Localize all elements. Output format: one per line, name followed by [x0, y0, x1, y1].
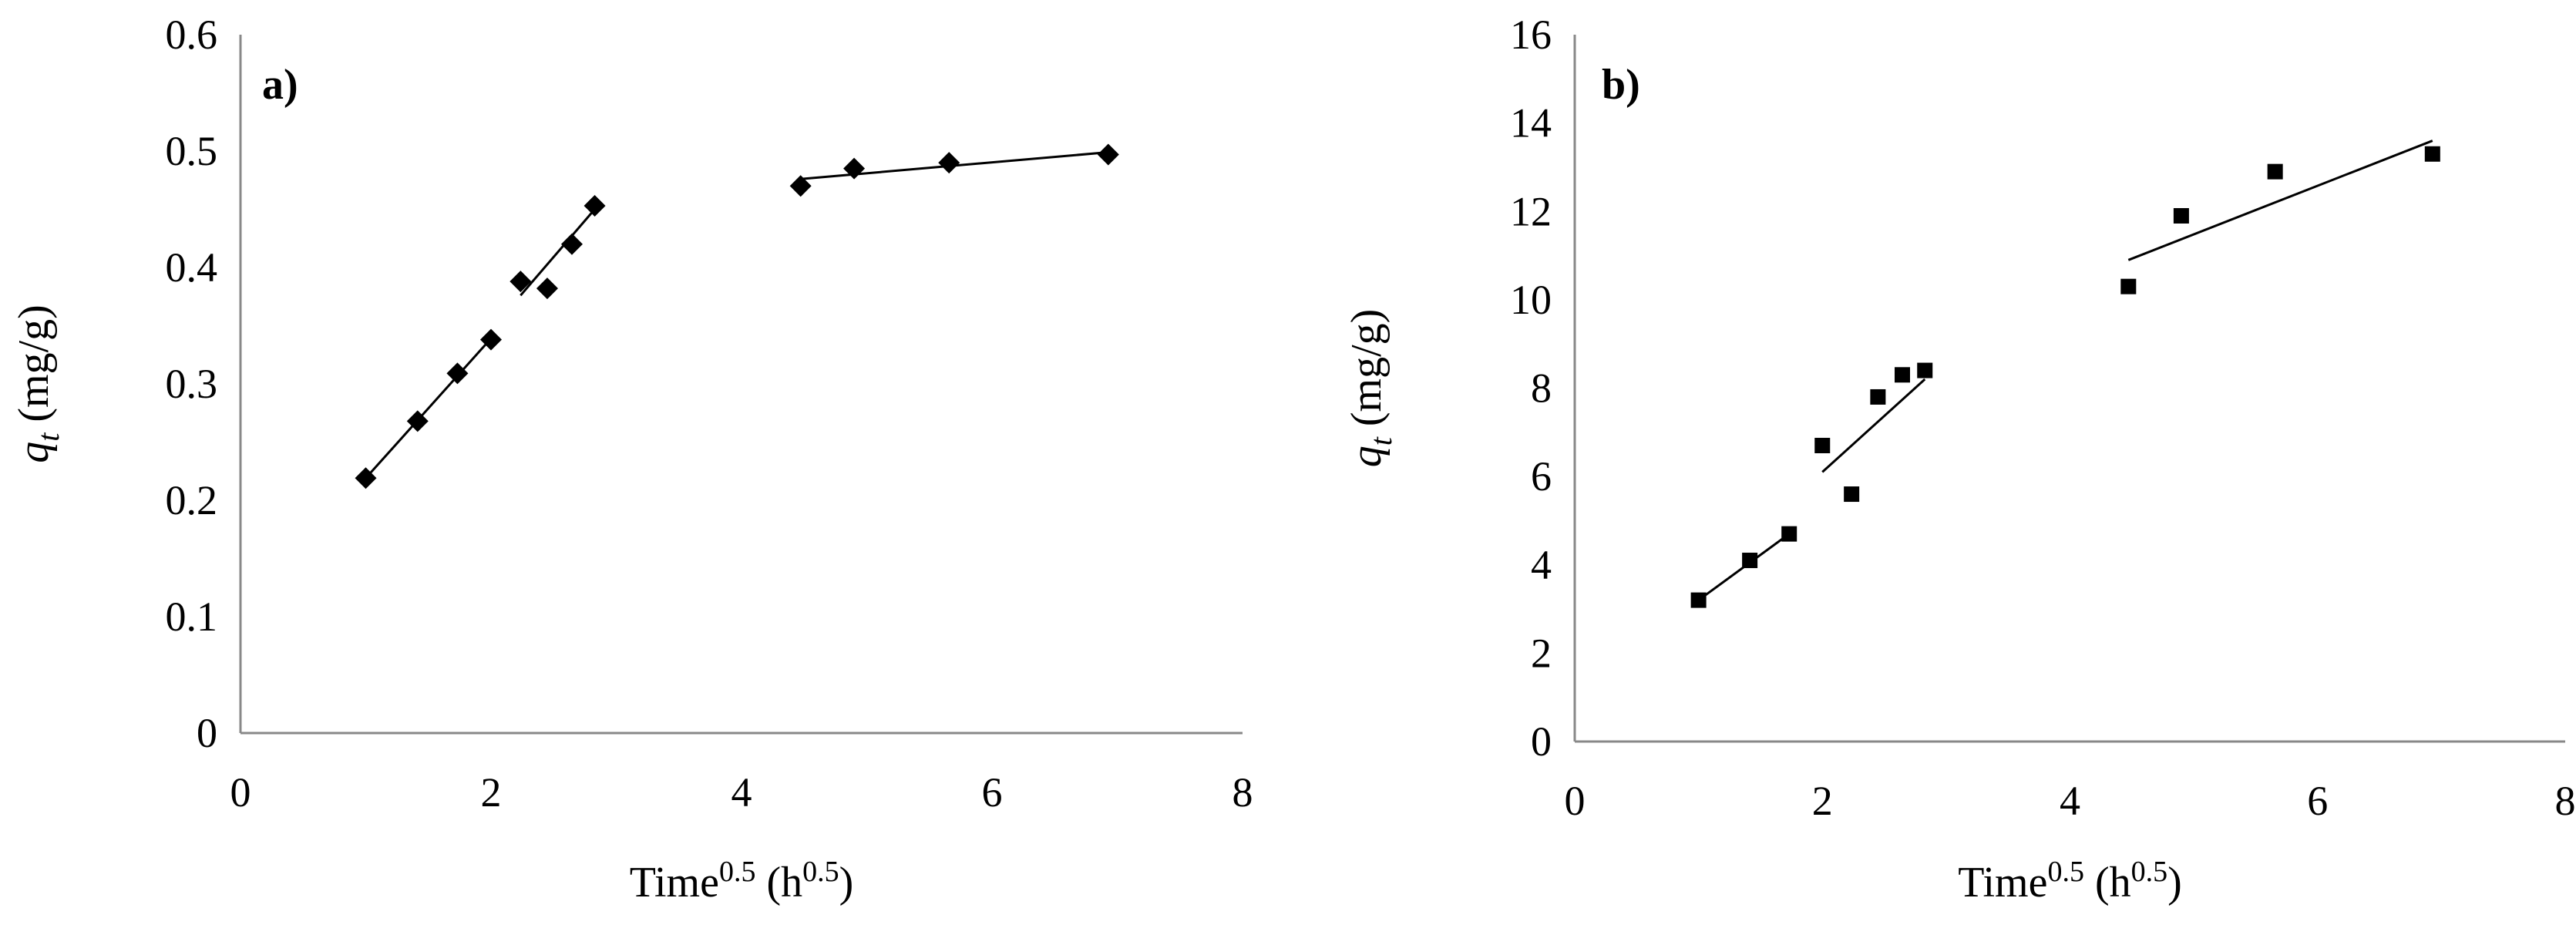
- y-tick-label: 0.5: [166, 128, 218, 174]
- trendline-2: [520, 208, 596, 297]
- trendline-3: [2127, 140, 2433, 261]
- x-tick-label: 0: [1565, 778, 1586, 824]
- data-point-diamond: [406, 410, 429, 432]
- data-point-square: [1742, 553, 1758, 569]
- x-axis-label: Time0.5 (h0.5): [1958, 856, 2182, 906]
- chart-panel-a: 0 0.1 0.2 0.3 0.4 0.5 0.6 0 2 4 6 8 Time0.5 (h0.5) qt…: [0, 0, 1288, 931]
- x-tick-label: 4: [731, 769, 752, 816]
- data-point-square: [1814, 438, 1831, 454]
- data-point-diamond: [536, 277, 558, 300]
- data-point-square: [1844, 486, 1860, 503]
- y-tick-label: 10: [1510, 277, 1552, 323]
- data-point-diamond: [446, 362, 469, 385]
- data-point-diamond: [560, 233, 583, 255]
- data-point-square: [1781, 526, 1797, 542]
- trendline-2: [1821, 378, 1926, 473]
- x-tick-label: 6: [2307, 778, 2328, 824]
- trendline-1: [365, 338, 493, 479]
- data-point-square: [2267, 163, 2283, 180]
- data-point-square: [2424, 146, 2440, 162]
- y-tick-label: 14: [1510, 100, 1552, 146]
- x-axis-label: Time0.5 (h0.5): [630, 856, 854, 906]
- data-point-square: [1917, 362, 1933, 378]
- y-tick-label: 0.1: [166, 594, 218, 640]
- y-tick-label: 0.6: [166, 12, 218, 58]
- y-axis-label: qt (mg/g): [1343, 309, 1398, 468]
- data-point-diamond: [583, 194, 606, 217]
- data-point-square: [1870, 388, 1886, 405]
- data-point-diamond: [1097, 143, 1119, 166]
- data-point-diamond: [938, 152, 960, 174]
- x-tick-label: 2: [1812, 778, 1833, 824]
- y-tick-label: 8: [1531, 365, 1552, 412]
- y-tick-label: 0.3: [166, 361, 218, 407]
- y-tick-label: 16: [1510, 12, 1552, 58]
- chart-a-svg: 0 0.1 0.2 0.3 0.4 0.5 0.6 0 2 4 6 8 Time0.5 (h0.5) qt…: [10, 12, 1253, 906]
- y-tick-label: 0: [197, 710, 217, 756]
- data-point-square: [2173, 207, 2189, 224]
- data-point-diamond: [789, 175, 812, 197]
- x-tick-label: 6: [982, 769, 1003, 816]
- data-point-diamond: [843, 157, 866, 180]
- data-point-diamond: [355, 467, 377, 489]
- y-tick-label: 4: [1531, 542, 1552, 588]
- x-tick-label: 0: [230, 769, 251, 816]
- y-axis-label: qt (mg/g): [10, 304, 66, 463]
- y-tick-label: 0.2: [166, 477, 218, 523]
- chart-panel-b: 0 2 4 6 8 10 12 14 16 0 2 4 6 8 Time0.5 (h0.5) qt (mg/g…: [1288, 0, 2576, 931]
- data-point-diamond: [509, 271, 532, 293]
- data-point-diamond: [480, 328, 502, 351]
- panel-label: b): [1602, 61, 1640, 109]
- data-point-square: [2120, 278, 2137, 294]
- y-tick-label: 2: [1531, 630, 1552, 676]
- y-tick-label: 0: [1531, 718, 1552, 765]
- x-tick-label: 4: [2060, 778, 2080, 824]
- y-tick-label: 12: [1510, 188, 1552, 234]
- chart-b-svg: 0 2 4 6 8 10 12 14 16 0 2 4 6 8 Time0.5 (h0.5) qt (mg/g…: [1343, 12, 2576, 906]
- x-tick-label: 2: [481, 769, 502, 816]
- y-tick-label: 6: [1531, 453, 1552, 499]
- data-point-square: [1895, 367, 1911, 383]
- x-tick-label: 8: [2555, 778, 2576, 824]
- y-tick-label: 0.4: [166, 244, 218, 291]
- x-tick-label: 8: [1233, 769, 1253, 816]
- panel-label: a): [262, 61, 298, 109]
- data-point-square: [1690, 592, 1707, 608]
